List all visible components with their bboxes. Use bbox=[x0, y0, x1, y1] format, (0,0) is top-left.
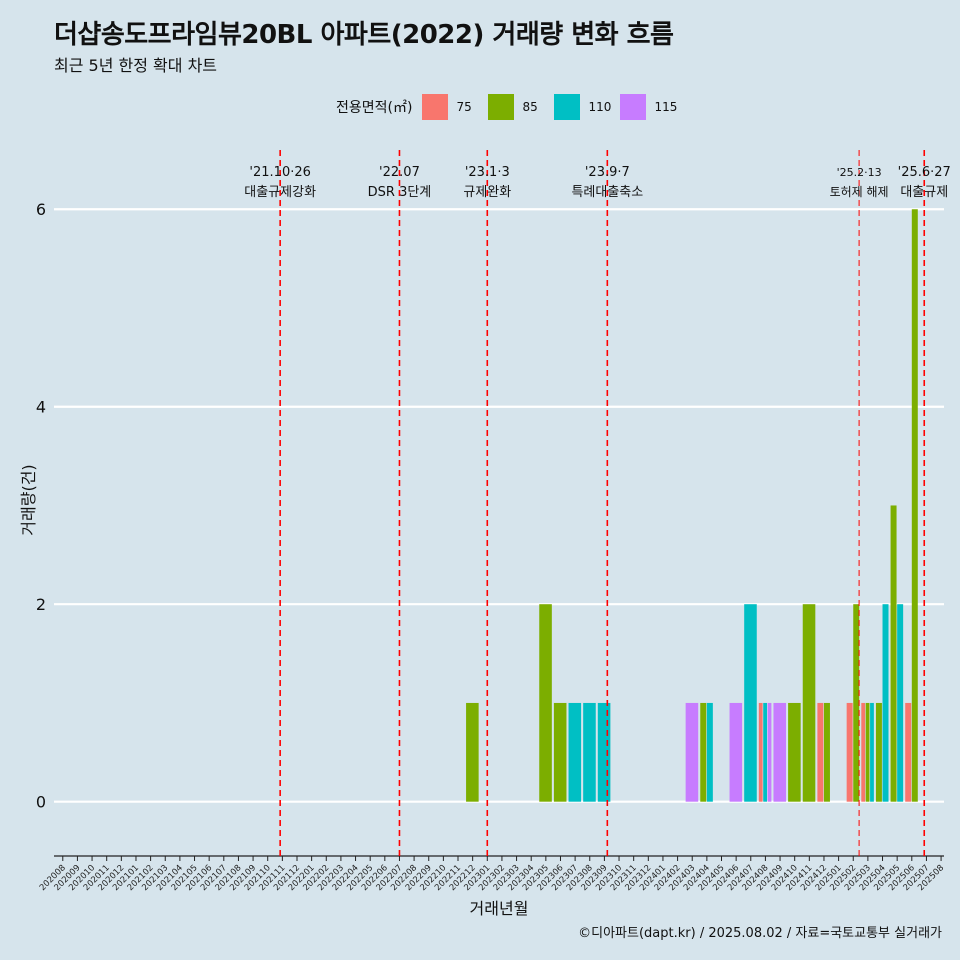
legend-swatch-115 bbox=[620, 94, 647, 120]
event-date: '25.2·13 bbox=[837, 166, 882, 179]
bar-85-202506 bbox=[911, 209, 918, 802]
y-tick-label: 6 bbox=[36, 200, 46, 219]
event-label: 토허제 해제 bbox=[830, 185, 889, 199]
bar-85-202410 bbox=[788, 702, 801, 802]
legend-item-115: 115 bbox=[620, 94, 678, 120]
bar-85-202503 bbox=[865, 702, 870, 802]
legend-swatch-75 bbox=[422, 94, 449, 120]
bar-75-202412 bbox=[817, 702, 824, 802]
y-axis-title: 거래량(건) bbox=[19, 464, 38, 535]
y-tick-label: 2 bbox=[36, 595, 46, 614]
legend-label-85: 85 bbox=[522, 100, 538, 114]
event-date: '25.6·27 bbox=[898, 165, 951, 180]
event-label: 규제완화 bbox=[463, 185, 511, 200]
bar-75-202408 bbox=[758, 702, 763, 802]
legend-swatch-85 bbox=[488, 94, 515, 120]
bar-85-202404 bbox=[700, 702, 707, 802]
bar-75-202506 bbox=[905, 702, 912, 802]
bar-110-202309 bbox=[597, 702, 611, 802]
event-date: '23.1·3 bbox=[465, 165, 510, 180]
bar-115-202409 bbox=[773, 702, 787, 802]
bar-85-202412 bbox=[823, 702, 830, 802]
bar-110-202504 bbox=[882, 604, 889, 802]
event-label: 대출규제강화 bbox=[244, 185, 316, 200]
legend-label-75: 75 bbox=[456, 100, 472, 114]
bar-85-202212 bbox=[466, 702, 479, 802]
legend-swatch-110 bbox=[554, 94, 581, 120]
bar-110-202308 bbox=[583, 702, 596, 802]
event-date: '22.07 bbox=[379, 165, 420, 180]
legend-label-110: 110 bbox=[588, 100, 612, 114]
y-tick-label: 0 bbox=[36, 793, 46, 812]
bar-110-202404 bbox=[706, 702, 713, 802]
legend-title: 전용면적(㎡) bbox=[336, 100, 413, 116]
bar-85-202411 bbox=[802, 604, 816, 802]
event-label: 특례대출축소 bbox=[571, 185, 643, 200]
bar-75-202503 bbox=[861, 702, 866, 802]
event-date: '21.10·26 bbox=[249, 165, 310, 180]
event-label: 대출규제 bbox=[900, 185, 948, 200]
bar-110-202503 bbox=[870, 702, 874, 802]
bar-85-202505 bbox=[890, 505, 897, 802]
event-date: '23.9·7 bbox=[585, 165, 630, 180]
bar-85-202305 bbox=[539, 604, 552, 802]
x-axis-title: 거래년월 bbox=[470, 899, 529, 918]
bar-115-202406 bbox=[729, 702, 743, 802]
bar-75-202502 bbox=[846, 702, 853, 802]
bar-115-202408 bbox=[767, 702, 772, 802]
legend: 전용면적(㎡) 75 85 110 115 bbox=[336, 93, 686, 121]
bar-85-202504 bbox=[875, 702, 882, 802]
chart-subtitle: 최근 5년 한정 확대 차트 bbox=[54, 56, 218, 75]
bar-85-202502 bbox=[853, 604, 860, 802]
event-label: DSR 3단계 bbox=[368, 185, 432, 200]
legend-item-75: 75 bbox=[422, 94, 480, 120]
bar-110-202408 bbox=[763, 702, 768, 802]
legend-item-85: 85 bbox=[488, 94, 546, 120]
legend-label-115: 115 bbox=[654, 100, 678, 114]
source-caption: ©디아파트(dapt.kr) / 2025.08.02 / 자료=국토교통부 실… bbox=[578, 926, 942, 941]
bar-110-202505 bbox=[897, 604, 904, 802]
bar-115-202403 bbox=[685, 702, 699, 802]
bar-110-202407 bbox=[744, 604, 757, 802]
bar-110-202307 bbox=[568, 702, 582, 802]
chart-title: 더샵송도프라임뷰20BL 아파트(2022) 거래량 변화 흐름 bbox=[54, 20, 674, 50]
bar-85-202306 bbox=[553, 702, 567, 802]
y-tick-label: 4 bbox=[36, 398, 46, 417]
legend-item-110: 110 bbox=[554, 94, 612, 120]
